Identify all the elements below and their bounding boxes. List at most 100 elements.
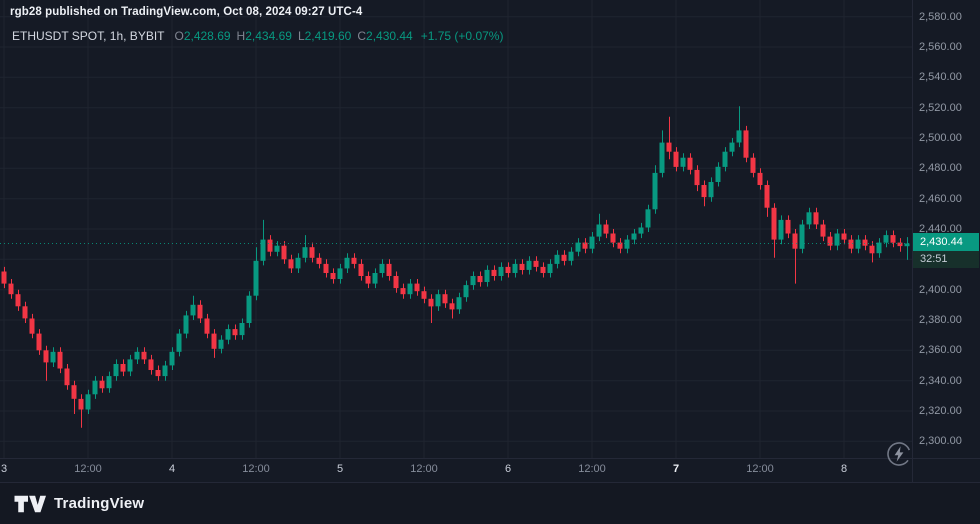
price-tick-label: 2,400.00 bbox=[919, 284, 962, 296]
candle-body bbox=[890, 235, 896, 243]
candle-body bbox=[624, 239, 630, 249]
candle-body bbox=[50, 351, 56, 363]
candle-body bbox=[414, 283, 420, 292]
candle-body bbox=[337, 268, 343, 279]
price-tick-label: 2,320.00 bbox=[919, 405, 962, 417]
candle-body bbox=[1, 271, 7, 284]
open-value: 2,428.69 bbox=[183, 29, 231, 43]
candle-body bbox=[771, 207, 777, 240]
candle-body bbox=[610, 233, 616, 243]
candle-body bbox=[484, 269, 490, 282]
candle-body bbox=[372, 273, 378, 284]
candle-body bbox=[127, 359, 133, 372]
candle-body bbox=[253, 260, 259, 296]
candle-body bbox=[883, 235, 889, 243]
candle-body bbox=[323, 263, 329, 273]
candle-body bbox=[477, 276, 483, 283]
candle-body bbox=[43, 350, 49, 363]
candle-body bbox=[218, 339, 224, 349]
candle-body bbox=[316, 257, 322, 264]
candle-body bbox=[848, 239, 854, 249]
price-axis-separator bbox=[912, 0, 913, 482]
candle-body bbox=[498, 266, 504, 276]
candle-body bbox=[267, 239, 273, 252]
last-price-badge: 2,430.44 bbox=[913, 233, 979, 251]
candle-body bbox=[813, 212, 819, 225]
candle-body bbox=[260, 239, 266, 261]
symbol-title: ETHUSDT SPOT, 1h, BYBIT bbox=[12, 29, 165, 43]
candle-body bbox=[463, 285, 469, 298]
candle-body bbox=[554, 254, 560, 264]
attribution-text: rgb28 published on TradingView.com, Oct … bbox=[10, 6, 363, 18]
candle-body bbox=[568, 251, 574, 261]
candle-body bbox=[204, 318, 210, 334]
candle-body bbox=[869, 245, 875, 254]
candle-body bbox=[659, 142, 665, 173]
candle-body bbox=[99, 380, 105, 389]
candle-body bbox=[729, 142, 735, 152]
candle-body bbox=[71, 385, 77, 399]
candle-body bbox=[596, 224, 602, 237]
candle-body bbox=[645, 209, 651, 228]
candle-body bbox=[519, 263, 525, 270]
candle-body bbox=[722, 151, 728, 167]
candlestick-plot[interactable] bbox=[0, 0, 912, 458]
candle-body bbox=[197, 304, 203, 319]
time-tick-label: 12:00 bbox=[746, 463, 774, 475]
candle-body bbox=[638, 227, 644, 234]
candle-body bbox=[533, 260, 539, 267]
candle-body bbox=[841, 233, 847, 240]
time-axis-separator bbox=[0, 458, 980, 459]
time-tick-label: 5 bbox=[336, 463, 344, 475]
candle-body bbox=[491, 269, 497, 276]
candle-body bbox=[351, 257, 357, 264]
candle-body bbox=[330, 273, 336, 280]
candle-body bbox=[435, 294, 441, 307]
price-tick-label: 2,540.00 bbox=[919, 71, 962, 83]
bar-countdown: 32:51 bbox=[913, 251, 979, 268]
candle-body bbox=[897, 242, 903, 247]
candle-body bbox=[680, 157, 686, 167]
candle-body bbox=[834, 233, 840, 246]
candle-body bbox=[141, 351, 147, 360]
tradingview-wordmark[interactable]: TradingView bbox=[54, 495, 145, 512]
price-tick-label: 2,560.00 bbox=[919, 41, 962, 53]
candle-body bbox=[64, 368, 70, 386]
footer-bar: TradingView bbox=[0, 482, 980, 524]
candle-body bbox=[827, 236, 833, 246]
time-tick-label: 7 bbox=[672, 463, 680, 475]
candle-body bbox=[386, 263, 392, 276]
candle-body bbox=[428, 298, 434, 307]
candle-body bbox=[589, 236, 595, 249]
candle-body bbox=[183, 315, 189, 334]
candle-body bbox=[547, 263, 553, 273]
price-tick-label: 2,580.00 bbox=[919, 11, 962, 23]
price-axis[interactable]: 2,300.00 2,320.00 2,340.00 2,360.00 2,380.00… bbox=[912, 0, 980, 482]
price-tick-label: 2,500.00 bbox=[919, 132, 962, 144]
candle-body bbox=[421, 291, 427, 299]
high-value: 2,434.69 bbox=[245, 29, 292, 43]
candle-body bbox=[134, 351, 140, 360]
flash-icon[interactable] bbox=[885, 440, 913, 468]
candle-body bbox=[232, 329, 238, 336]
candle-body bbox=[750, 157, 756, 173]
close-value: 2,430.44 bbox=[366, 29, 413, 43]
candle-body bbox=[400, 288, 406, 295]
candle-body bbox=[22, 306, 28, 319]
candle-body bbox=[820, 224, 826, 237]
candle-body bbox=[785, 219, 791, 234]
candle-body bbox=[407, 283, 413, 295]
candle-body bbox=[155, 370, 161, 377]
tradingview-logo[interactable] bbox=[13, 494, 46, 514]
candle-body bbox=[855, 239, 861, 249]
time-axis[interactable]: 3 12:00 4 12:00 5 12:00 6 12:00 7 12:00 8 bbox=[0, 458, 912, 482]
price-tick-label: 2,380.00 bbox=[919, 314, 962, 326]
symbol-legend[interactable]: ETHUSDT SPOT, 1h, BYBIT O2,428.69 H2,434… bbox=[12, 29, 503, 43]
candle-body bbox=[904, 243, 910, 247]
time-tick-label: 4 bbox=[168, 463, 176, 475]
low-label: L bbox=[297, 29, 305, 43]
candle-body bbox=[799, 224, 805, 249]
candle-body bbox=[225, 329, 231, 340]
candle-body bbox=[862, 239, 868, 246]
